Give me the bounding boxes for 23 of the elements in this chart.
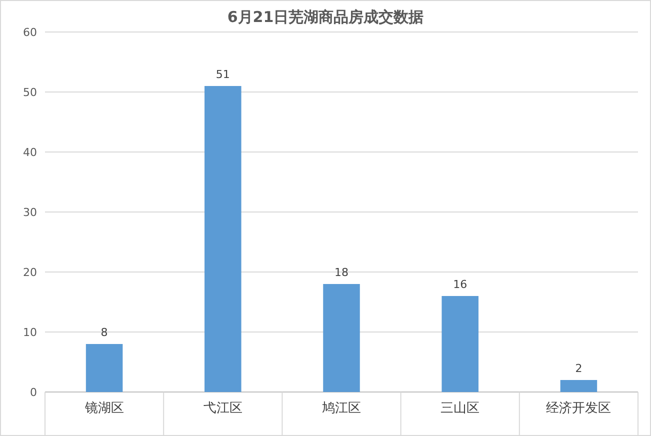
bar	[442, 296, 478, 392]
data-label: 51	[216, 68, 230, 81]
x-tick-label: 镜湖区	[84, 401, 124, 416]
chart-title: 6月21日芜湖商品房成交数据	[227, 8, 424, 26]
bar	[204, 86, 242, 392]
data-label: 16	[453, 278, 468, 291]
data-label: 2	[575, 362, 582, 375]
y-tick-label: 40	[23, 146, 37, 159]
y-tick-label: 0	[30, 386, 37, 399]
y-tick-label: 10	[23, 326, 37, 339]
data-label: 8	[100, 326, 108, 339]
bar	[560, 380, 598, 392]
y-tick-label: 60	[23, 26, 37, 39]
y-tick-label: 20	[23, 266, 37, 279]
x-tick-label: 经济开发区	[546, 401, 612, 416]
x-tick-label: 三山区	[440, 401, 480, 416]
data-label: 18	[334, 266, 348, 279]
y-tick-label: 50	[23, 86, 37, 99]
x-tick-label: 鸠江区	[322, 401, 361, 416]
bar	[86, 344, 123, 392]
y-tick-label: 30	[23, 206, 37, 219]
x-tick-label: 弋江区	[203, 401, 242, 416]
bar	[323, 284, 360, 392]
